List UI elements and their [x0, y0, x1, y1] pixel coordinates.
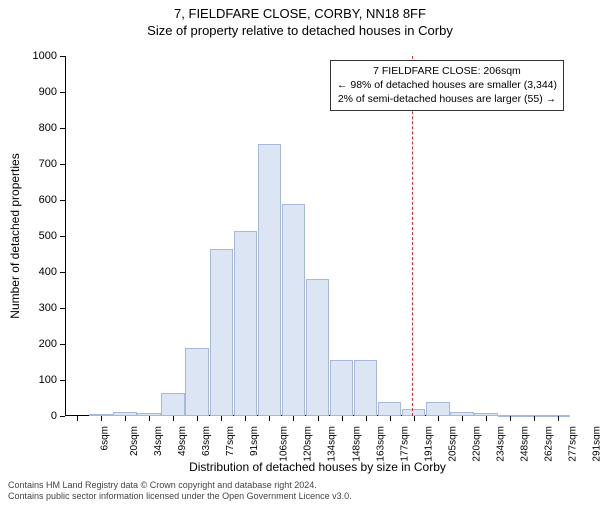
histogram-bar: [378, 402, 402, 416]
y-tick-label: 300: [7, 302, 57, 314]
y-tick-label: 700: [7, 158, 57, 170]
x-tick-label: 6sqm: [99, 426, 110, 450]
x-tick-label: 234sqm: [495, 426, 506, 462]
y-axis-line: [65, 56, 66, 416]
y-tick-label: 400: [7, 266, 57, 278]
x-tick-mark: [245, 416, 246, 421]
histogram-bar: [330, 360, 354, 416]
x-tick-mark: [149, 416, 150, 421]
x-tick-label: 134sqm: [327, 426, 338, 462]
y-axis: 01002003004005006007008009001000: [0, 56, 65, 416]
footer-line-1: Contains HM Land Registry data © Crown c…: [8, 480, 352, 491]
x-tick-mark: [318, 416, 319, 421]
x-tick-mark: [438, 416, 439, 421]
footer-line-2: Contains public sector information licen…: [8, 491, 352, 502]
histogram-bar: [234, 231, 258, 416]
annotation-box: 7 FIELDFARE CLOSE: 206sqm← 98% of detach…: [330, 60, 564, 111]
x-tick-mark: [293, 416, 294, 421]
chart-title-main: 7, FIELDFARE CLOSE, CORBY, NN18 8FF: [0, 6, 600, 21]
x-tick-label: 63sqm: [201, 426, 212, 456]
x-tick-label: 262sqm: [543, 426, 554, 462]
x-tick-mark: [125, 416, 126, 421]
x-tick-label: 106sqm: [279, 426, 290, 462]
x-tick-mark: [101, 416, 102, 421]
x-tick-label: 163sqm: [375, 426, 386, 462]
x-tick-mark: [366, 416, 367, 421]
x-tick-label: 120sqm: [303, 426, 314, 462]
x-tick-mark: [510, 416, 511, 421]
x-tick-label: 77sqm: [225, 426, 236, 456]
x-tick-mark: [221, 416, 222, 421]
x-tick-label: 34sqm: [153, 426, 164, 456]
chart-title-sub: Size of property relative to detached ho…: [0, 23, 600, 38]
y-tick-label: 1000: [7, 50, 57, 62]
histogram-bar: [402, 409, 426, 416]
histogram-bar: [185, 348, 209, 416]
x-tick-label: 49sqm: [177, 426, 188, 456]
x-tick-label: 220sqm: [471, 426, 482, 462]
y-tick-label: 200: [7, 338, 57, 350]
x-tick-mark: [390, 416, 391, 421]
x-tick-label: 277sqm: [568, 426, 579, 462]
x-tick-mark: [197, 416, 198, 421]
y-tick-label: 800: [7, 122, 57, 134]
histogram-bar: [282, 204, 306, 416]
x-tick-mark: [558, 416, 559, 421]
x-tick-mark: [534, 416, 535, 421]
x-tick-label: 248sqm: [519, 426, 530, 462]
x-tick-mark: [342, 416, 343, 421]
chart-container: 7, FIELDFARE CLOSE, CORBY, NN18 8FF Size…: [0, 6, 600, 506]
annotation-line-1: 7 FIELDFARE CLOSE: 206sqm: [337, 64, 557, 78]
x-axis-label: Distribution of detached houses by size …: [65, 460, 570, 474]
annotation-line-2: ← 98% of detached houses are smaller (3,…: [337, 78, 557, 92]
histogram-bar: [161, 393, 185, 416]
histogram-bar: [354, 360, 378, 416]
y-tick-label: 900: [7, 86, 57, 98]
x-tick-mark: [486, 416, 487, 421]
x-tick-label: 20sqm: [129, 426, 140, 456]
x-tick-label: 205sqm: [447, 426, 458, 462]
histogram-bar: [258, 144, 282, 416]
histogram-bar: [426, 402, 450, 416]
y-tick-label: 0: [7, 410, 57, 422]
y-tick-label: 600: [7, 194, 57, 206]
x-tick-mark: [414, 416, 415, 421]
annotation-line-3: 2% of semi-detached houses are larger (5…: [337, 92, 557, 106]
x-tick-mark: [462, 416, 463, 421]
plot-area: 7 FIELDFARE CLOSE: 206sqm← 98% of detach…: [65, 56, 570, 416]
y-tick-label: 100: [7, 374, 57, 386]
x-tick-label: 191sqm: [423, 426, 434, 462]
x-tick-mark: [77, 416, 78, 421]
y-tick-label: 500: [7, 230, 57, 242]
x-tick-mark: [269, 416, 270, 421]
histogram-bar: [306, 279, 330, 416]
x-tick-label: 177sqm: [399, 426, 410, 462]
x-tick-label: 291sqm: [592, 426, 600, 462]
x-tick-label: 148sqm: [351, 426, 362, 462]
histogram-bar: [210, 249, 234, 416]
x-tick-mark: [173, 416, 174, 421]
footer-attribution: Contains HM Land Registry data © Crown c…: [8, 480, 352, 502]
x-tick-label: 91sqm: [249, 426, 260, 456]
